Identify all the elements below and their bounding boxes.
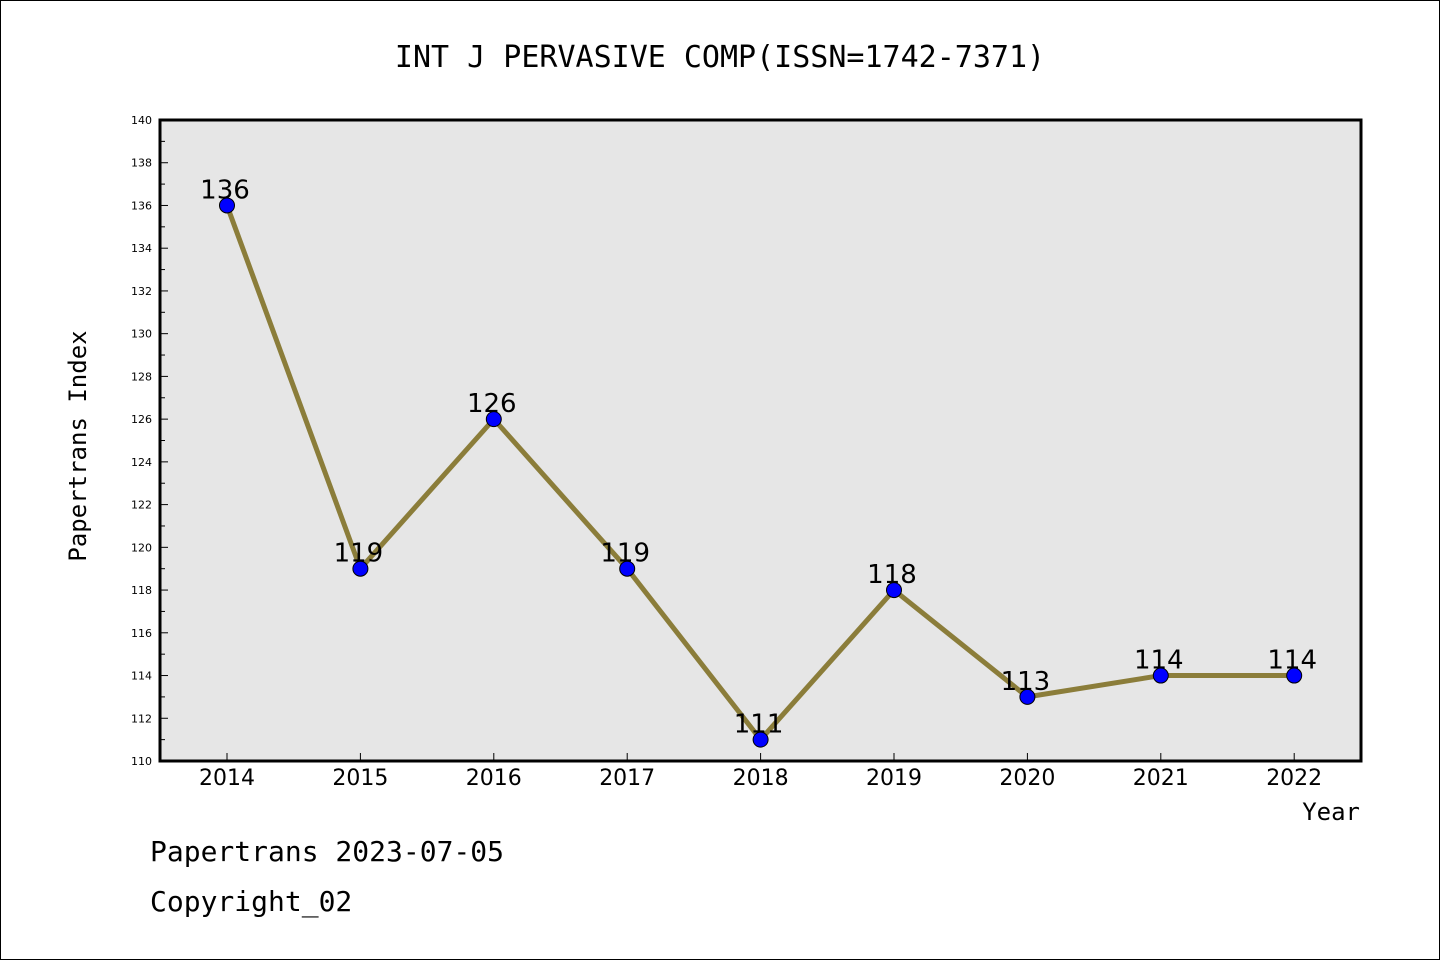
data-label: 119 bbox=[600, 539, 650, 569]
x-axis: 2014 2015 2016 2017 2018 2019 2020 2021 2022 bbox=[199, 753, 1322, 791]
footer-date: Papertrans 2023-07-05 bbox=[150, 835, 505, 868]
plot-area bbox=[158, 118, 1363, 763]
data-label: 118 bbox=[867, 560, 917, 590]
data-label: 119 bbox=[334, 539, 384, 569]
y-tick-label: 118 bbox=[131, 584, 152, 597]
data-point bbox=[1286, 667, 1303, 684]
y-tick-label: 116 bbox=[131, 627, 152, 640]
chart-title: INT J PERVASIVE COMP(ISSN=1742-7371) bbox=[395, 40, 1045, 75]
x-tick-label: 2014 bbox=[199, 766, 255, 791]
y-tick-label: 130 bbox=[131, 328, 152, 341]
y-tick-label: 132 bbox=[131, 285, 152, 298]
y-tick-label: 124 bbox=[131, 456, 152, 469]
y-tick-label: 126 bbox=[131, 413, 152, 426]
footer-copyright: Copyright_02 bbox=[150, 885, 353, 918]
x-tick-label: 2020 bbox=[999, 766, 1055, 791]
data-point bbox=[352, 560, 369, 577]
y-tick-label: 110 bbox=[131, 755, 152, 768]
y-tick-label: 134 bbox=[131, 242, 152, 255]
data-point bbox=[1019, 688, 1036, 705]
x-tick-label: 2017 bbox=[599, 766, 655, 791]
data-point bbox=[886, 582, 902, 599]
data-point bbox=[1152, 667, 1169, 684]
y-tick-label: 140 bbox=[131, 114, 152, 127]
y-axis: 110 112 114 116 118 120 122 124 126 128 130 132 134 1… bbox=[131, 114, 168, 768]
y-tick-label: 120 bbox=[131, 541, 152, 554]
y-tick-label: 112 bbox=[131, 712, 152, 725]
data-labels: 136 119 126 119 111 118 113 114 114 bbox=[200, 175, 1317, 739]
x-tick-label: 2018 bbox=[733, 766, 789, 791]
data-label: 113 bbox=[1001, 667, 1051, 697]
data-point bbox=[752, 731, 769, 748]
x-tick-label: 2016 bbox=[466, 766, 522, 791]
data-point bbox=[619, 560, 636, 577]
x-tick-label: 2019 bbox=[866, 766, 922, 791]
data-label: 136 bbox=[200, 175, 250, 205]
x-tick-label: 2021 bbox=[1133, 766, 1189, 791]
data-point bbox=[485, 411, 502, 428]
y-axis-label: Papertrans Index bbox=[64, 330, 92, 561]
y-tick-label: 128 bbox=[131, 370, 152, 383]
y-tick-label: 114 bbox=[131, 670, 152, 683]
data-label: 126 bbox=[467, 389, 517, 419]
x-tick-label: 2015 bbox=[332, 766, 388, 791]
data-label: 114 bbox=[1134, 646, 1184, 676]
data-label: 111 bbox=[734, 710, 784, 740]
data-point bbox=[219, 197, 235, 214]
data-points bbox=[219, 197, 1303, 748]
y-tick-label: 122 bbox=[131, 499, 152, 512]
x-tick-label: 2022 bbox=[1266, 766, 1322, 791]
y-tick-label: 138 bbox=[131, 157, 152, 170]
data-label: 114 bbox=[1267, 646, 1317, 676]
y-tick-label: 136 bbox=[131, 199, 152, 212]
x-axis-label: Year bbox=[1302, 798, 1360, 826]
